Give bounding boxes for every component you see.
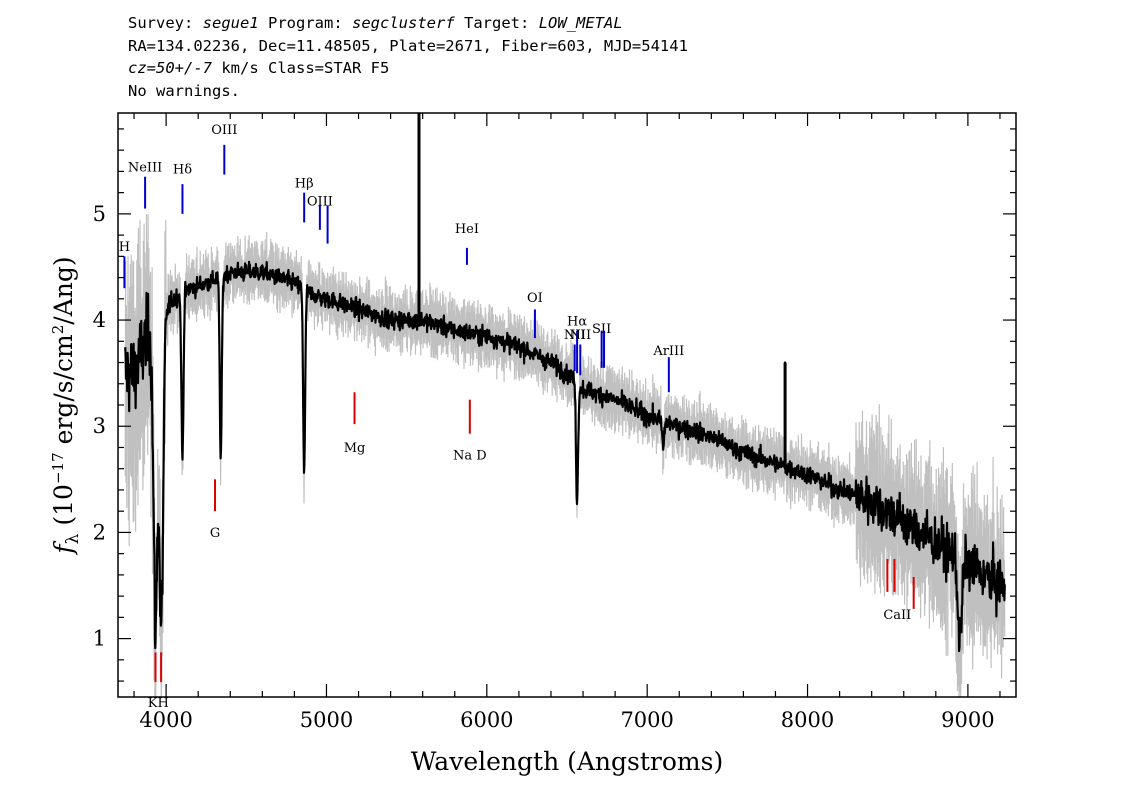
emission-line-label: HeI: [455, 222, 479, 237]
emission-line-label: Hβ: [295, 176, 314, 191]
absorption-line-label: CaII: [883, 608, 911, 623]
y-tick-label: 2: [93, 520, 106, 544]
x-tick-label: 6000: [460, 708, 513, 732]
program-label: Program:: [268, 14, 343, 32]
emission-line-label: Hα: [567, 314, 587, 329]
y-axis-title-part: λ: [63, 533, 83, 544]
emission-line-label: SII: [592, 322, 611, 337]
survey-value: segue1: [202, 14, 259, 32]
x-tick-label: 8000: [781, 708, 834, 732]
y-axis-title-part: 2: [49, 325, 67, 335]
y-axis-title-part: f: [49, 541, 78, 556]
header-line-1: Survey: segue1 Program: segclusterf Targ…: [128, 12, 688, 35]
absorption-line-label: KH: [148, 696, 169, 711]
absorption-line-label: Mg: [344, 441, 366, 456]
redshift-value: cz=50+/-7: [128, 59, 212, 77]
y-tick-label: 1: [93, 627, 106, 651]
emission-line-label: OIII: [307, 194, 333, 209]
y-axis-title-part: −17: [49, 452, 67, 484]
header-line-3: cz=50+/-7 km/s Class=STAR F5: [128, 57, 688, 80]
emission-line-label: ArIII: [652, 344, 684, 359]
target-label: Target:: [464, 14, 530, 32]
y-axis-title-part: erg/s/cm: [49, 334, 78, 452]
y-axis-title: fλ (10−17 erg/s/cm2/Ang): [49, 256, 83, 555]
redshift-units: km/s: [221, 59, 259, 77]
emission-line-label: NII: [564, 328, 586, 343]
flux-line: [124, 113, 1006, 653]
y-tick-label: 4: [93, 308, 106, 332]
x-tick-label: 9000: [941, 708, 994, 732]
x-tick-label: 5000: [300, 708, 353, 732]
target-value: LOW_METAL: [538, 14, 623, 32]
header-line-2: RA=134.02236, Dec=11.48505, Plate=2671, …: [128, 36, 688, 55]
y-tick-label: 5: [93, 202, 106, 226]
survey-label: Survey:: [128, 14, 194, 32]
header-line-4: No warnings.: [128, 81, 240, 100]
emission-line-label: Hδ: [173, 163, 192, 178]
y-axis-title-part: (10: [49, 484, 78, 534]
absorption-line-label: G: [210, 526, 220, 541]
emission-line-label: OI: [527, 291, 543, 306]
emission-line-label: NII: [569, 328, 591, 343]
emission-line-label: NeIII: [128, 160, 162, 175]
emission-line-label: H: [119, 240, 130, 255]
x-tick-label: 4000: [139, 708, 192, 732]
absorption-line-label: Na D: [453, 449, 487, 464]
spectrum-header: Survey: segue1 Program: segclusterf Targ…: [128, 12, 688, 102]
y-axis-title-part: /Ang): [49, 256, 78, 324]
y-tick-label: 3: [93, 414, 106, 438]
class-value: Class=STAR F5: [268, 59, 390, 77]
error-band: [124, 113, 1006, 697]
x-tick-label: 7000: [620, 708, 673, 732]
program-value: segclusterf: [352, 14, 455, 32]
emission-line-label: OIII: [211, 123, 237, 138]
x-axis-title: Wavelength (Angstroms): [411, 747, 723, 776]
